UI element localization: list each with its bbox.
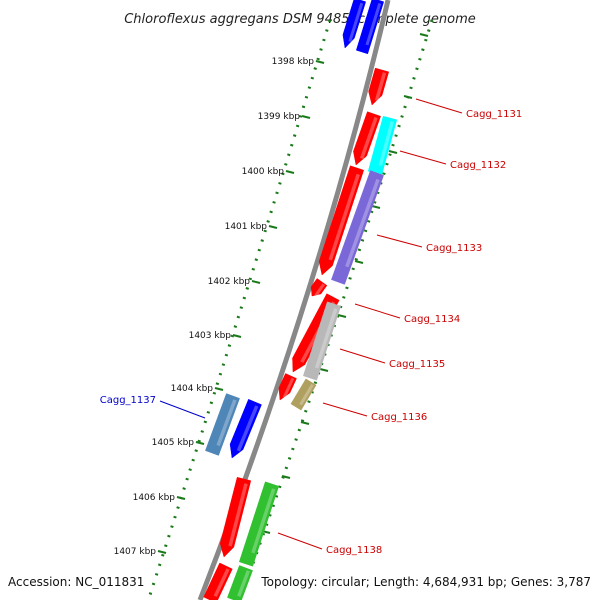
tick-mark: [214, 387, 224, 391]
accession-text: Accession: NC_011831: [8, 575, 144, 589]
gene-label-cagg-1135: Cagg_1135: [389, 359, 445, 370]
tick-label: 1407 kbp: [114, 547, 157, 557]
gene-feature-olive: [290, 378, 317, 411]
tick-mark: [419, 33, 429, 37]
gene-feature-red: [219, 476, 252, 558]
tick-mark: [388, 150, 398, 154]
inner-tick-ring: [148, 19, 332, 596]
tick-mark: [403, 95, 413, 99]
gene-label-cagg-1132: Cagg_1132: [450, 160, 506, 171]
gene-feature-highlight: [314, 308, 338, 369]
tick-mark: [157, 550, 167, 554]
gene-feature-highlight: [282, 377, 295, 399]
tick-mark: [315, 60, 325, 64]
tick-labels: 1398 kbp 1399 kbp 1400 kbp 1401 kbp 1402 kbp…: [114, 57, 315, 557]
gene-label-cagg-1133: Cagg_1133: [426, 243, 482, 254]
gene-feature-red: [353, 111, 381, 166]
tick-mark: [176, 496, 186, 500]
gene-feature-highlight: [216, 399, 237, 447]
gene-feature-highlight: [314, 283, 325, 297]
gene-label-cagg-1137: Cagg_1137: [100, 395, 156, 406]
gene-leader-line: [277, 532, 323, 550]
gene-feature-highlight: [251, 488, 276, 554]
gene-feature-blue: [355, 0, 385, 55]
gene-feature-highlight: [299, 383, 314, 406]
gene-feature-highlight: [237, 570, 250, 597]
gene-features: [203, 0, 398, 600]
gene-feature-red: [310, 278, 328, 297]
tick-label: 1400 kbp: [242, 167, 285, 177]
tick-mark: [251, 280, 261, 284]
gene-leader-line: [322, 402, 368, 417]
gene-feature-highlight: [374, 72, 387, 102]
gene-feature-blue: [342, 0, 367, 49]
tick-mark: [337, 314, 347, 318]
gene-leader-line: [339, 348, 386, 364]
backbone-line: [197, 0, 391, 600]
tick-label: 1404 kbp: [171, 384, 214, 394]
tick-mark: [300, 421, 310, 425]
tick-mark: [281, 475, 291, 479]
gene-label-cagg-1134: Cagg_1134: [404, 314, 460, 325]
genome-backbone: [197, 0, 391, 600]
tick-label: 1401 kbp: [225, 222, 268, 232]
gene-leader-line: [376, 234, 423, 248]
gene-feature-highlight: [228, 483, 248, 547]
tick-mark: [268, 225, 278, 229]
gene-feature-highlight: [360, 117, 378, 159]
tick-label: 1403 kbp: [189, 331, 232, 341]
gene-feature-highlight: [365, 2, 382, 46]
gene-feature-red: [368, 67, 390, 106]
tick-label: 1399 kbp: [258, 112, 301, 122]
gene-feature-highlight: [328, 173, 360, 261]
gene-leader-line: [415, 98, 463, 114]
gene-feature-purple: [331, 170, 384, 285]
tick-label: 1398 kbp: [272, 57, 315, 67]
gene-feature-green: [238, 481, 280, 567]
tick-mark: [232, 334, 242, 338]
gene-feature-highlight: [236, 405, 259, 452]
outer-tick-ring: [238, 19, 434, 600]
gene-feature-highlight: [345, 178, 380, 268]
tick-label: 1405 kbp: [152, 438, 195, 448]
tick-mark: [301, 115, 311, 119]
gene-feature-gray: [302, 301, 342, 381]
gene-label-cagg-1131: Cagg_1131: [466, 109, 522, 120]
gene-leader-line: [159, 400, 206, 419]
gene-feature-highlight: [378, 121, 394, 167]
gene-labels: Cagg_1131 Cagg_1132 Cagg_1133 Cagg_1134 Cagg…: [100, 98, 522, 556]
gene-feature-highlight: [348, 2, 364, 43]
tick-mark: [285, 170, 295, 174]
tick-mark: [319, 368, 329, 372]
gene-feature-blue: [229, 398, 262, 459]
gene-feature-red: [203, 562, 233, 600]
gene-feature-highlight: [213, 568, 230, 597]
gene-feature-red: [278, 373, 297, 401]
topology-text: Topology: circular; Length: 4,684,931 bp…: [260, 575, 591, 589]
gene-feature-green: [227, 565, 253, 600]
gene-feature-red: [318, 165, 365, 276]
tick-label: 1406 kbp: [133, 493, 176, 503]
gene-leader-line: [399, 150, 447, 165]
map-title: Chloroflexus aggregans DSM 9485, complet…: [124, 12, 476, 27]
tick-mark: [195, 441, 205, 445]
gene-label-cagg-1138: Cagg_1138: [326, 545, 382, 556]
gene-leader-line: [354, 303, 401, 319]
tick-mark: [371, 205, 381, 209]
gene-label-cagg-1136: Cagg_1136: [371, 412, 427, 423]
tick-label: 1402 kbp: [208, 277, 251, 287]
tick-mark: [354, 260, 364, 264]
gene-feature-steelblue: [205, 393, 240, 456]
